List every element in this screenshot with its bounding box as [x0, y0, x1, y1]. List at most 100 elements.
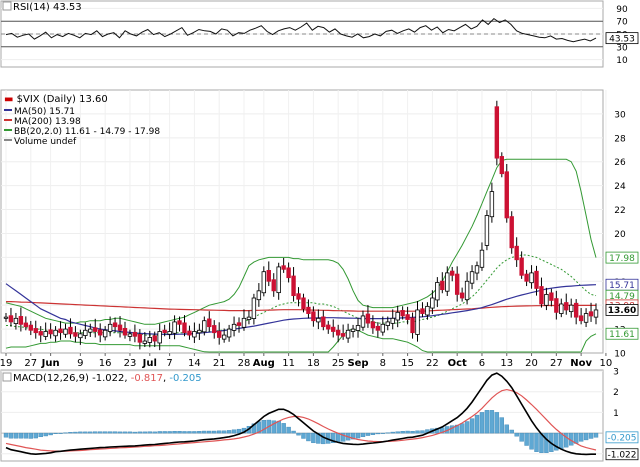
candle — [236, 317, 242, 333]
macd-signal-line — [5, 388, 597, 452]
macd-histogram-bar — [197, 431, 202, 434]
candle — [583, 308, 589, 328]
macd-histogram-bar — [63, 432, 68, 434]
candle — [316, 309, 321, 330]
candle — [311, 306, 316, 327]
candle — [8, 307, 14, 327]
x-axis-tick-label: 6 — [479, 358, 485, 369]
candle — [122, 321, 128, 339]
macd-histogram-bar — [459, 423, 465, 434]
macd-legend-label: MACD(12,26,9) -1.022, -0.817, -0.205 — [13, 373, 202, 384]
candle — [380, 316, 386, 336]
candle — [425, 302, 430, 320]
candle — [93, 318, 98, 338]
x-axis-tick-label: 7 — [166, 358, 172, 369]
candle — [306, 299, 311, 319]
macd-histogram-bar — [23, 432, 29, 439]
macd-histogram-bar — [207, 430, 212, 434]
rsi-legend-icon — [2, 1, 12, 11]
macd-legend-icon — [2, 372, 12, 382]
macd-histogram-bar — [162, 431, 167, 434]
macd-histogram-bar — [187, 431, 192, 434]
price-y-tick-label: 20 — [614, 230, 626, 240]
macd-histogram-bar — [559, 432, 564, 450]
macd-histogram — [3, 410, 599, 453]
x-axis-tick-label: Aug — [253, 358, 275, 369]
svg-text:17.98: 17.98 — [609, 254, 635, 264]
macd-histogram-bar — [28, 432, 33, 439]
macd-histogram-bar — [519, 432, 524, 442]
macd-histogram-bar — [390, 431, 395, 434]
candle — [63, 323, 68, 338]
candle — [127, 329, 133, 342]
candle — [226, 324, 232, 342]
candle — [469, 265, 475, 290]
candle — [484, 210, 490, 251]
candle — [390, 309, 395, 330]
macd-histogram-bar — [464, 421, 470, 434]
candle — [102, 326, 108, 341]
candle — [88, 323, 93, 337]
macd-histogram-bar — [420, 430, 425, 434]
svg-text:-0.205: -0.205 — [607, 434, 636, 444]
macd-histogram-bar — [504, 424, 509, 434]
price-y-tick-label: 26 — [614, 158, 626, 168]
price-value-label: 11.61 — [605, 327, 639, 340]
candle — [202, 316, 207, 336]
x-axis-tick-label: 15 — [401, 358, 414, 369]
svg-text:13.60: 13.60 — [608, 306, 636, 316]
candle — [355, 317, 361, 338]
candle — [117, 316, 123, 338]
macd-panel: MACD(12,26,9) -1.022, -0.817, -0.205 3 2 1… — [0, 368, 639, 462]
macd-histogram-bar — [514, 432, 519, 437]
candle — [494, 100, 500, 166]
macd-histogram-bar — [405, 430, 410, 434]
rsi-y-tick-label: 30 — [616, 43, 628, 53]
macd-histogram-bar — [88, 431, 93, 434]
bb-upper-band — [5, 158, 597, 325]
candle — [524, 269, 529, 287]
candle — [58, 321, 63, 340]
candle — [375, 322, 381, 338]
candle — [23, 316, 29, 331]
candle — [216, 322, 222, 345]
candle — [98, 323, 103, 343]
candle — [83, 322, 88, 340]
candle — [266, 261, 271, 287]
macd-histogram-bar — [311, 432, 316, 444]
candle — [271, 273, 276, 297]
x-axis-tick-label: 16 — [99, 358, 112, 369]
x-axis-tick-label: 28 — [238, 358, 251, 369]
macd-histogram-bar — [400, 431, 405, 434]
svg-text:15.71: 15.71 — [609, 281, 635, 291]
macd-histogram-bar — [93, 431, 98, 434]
macd-histogram-bar — [469, 418, 475, 434]
price-y-tick-label: 10 — [614, 350, 626, 360]
macd-value-label: -0.205 — [605, 431, 639, 444]
candle — [221, 328, 227, 343]
macd-histogram-bar — [499, 417, 504, 434]
candle — [112, 317, 118, 333]
macd-histogram-bar — [534, 432, 539, 452]
macd-value-label: -1.022 — [605, 448, 639, 460]
macd-plot-frame — [0, 369, 604, 462]
candle — [291, 267, 296, 302]
x-axis-tick-label: 9 — [77, 358, 83, 369]
macd-histogram-bar — [122, 431, 128, 434]
candle — [68, 318, 73, 339]
candle — [385, 316, 390, 331]
candle — [430, 290, 435, 315]
macd-histogram-bar — [281, 423, 286, 434]
candle — [33, 320, 38, 339]
x-axis-tick-label: Sep — [347, 358, 368, 369]
macd-histogram-bar — [102, 431, 108, 434]
candle — [167, 322, 172, 340]
svg-text:14.79: 14.79 — [609, 292, 635, 302]
macd-histogram-bar — [231, 429, 237, 434]
price-y-tick-label: 30 — [614, 110, 626, 120]
macd-histogram-bar — [564, 432, 569, 448]
macd-histogram-bar — [172, 431, 177, 434]
price-panel: ▬ $VIX (Daily) 13.60 MA(50) 15.71 MA(200… — [0, 89, 639, 360]
candle — [147, 330, 152, 348]
